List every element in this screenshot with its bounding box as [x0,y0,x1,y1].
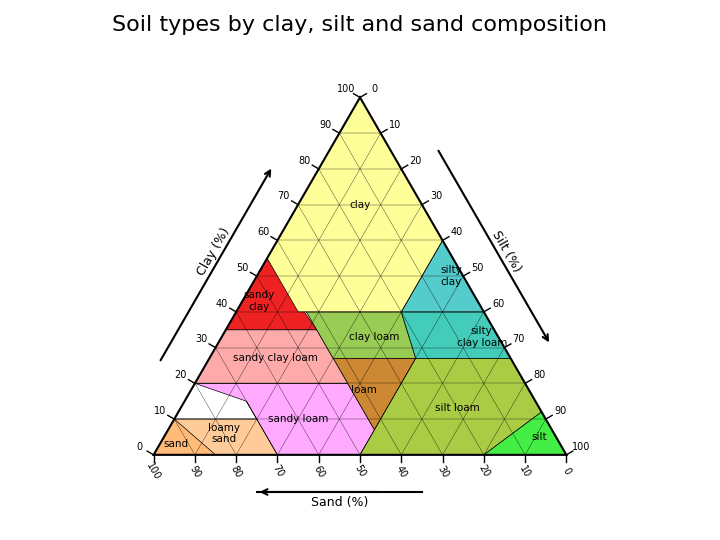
Text: 0: 0 [136,442,143,451]
Text: silt: silt [532,432,547,442]
Polygon shape [360,359,541,455]
Polygon shape [153,419,257,455]
Polygon shape [484,412,567,455]
Text: silt loam: silt loam [435,403,480,414]
Text: silty
clay loam: silty clay loam [456,326,507,348]
Polygon shape [401,312,510,359]
Text: 40: 40 [216,299,228,308]
Text: 90: 90 [319,120,331,130]
Text: 40: 40 [394,463,409,479]
Text: 100: 100 [572,442,590,451]
Text: 20: 20 [174,370,186,380]
Polygon shape [306,312,415,359]
Text: 0: 0 [560,466,572,476]
Text: sand: sand [163,439,189,449]
Text: 20: 20 [477,463,491,479]
Polygon shape [333,359,415,430]
Text: sandy
clay: sandy clay [243,291,274,312]
Text: 80: 80 [229,463,243,479]
Text: clay: clay [349,200,371,210]
Polygon shape [195,330,348,383]
Text: 100: 100 [145,461,163,482]
Text: 30: 30 [430,191,442,201]
Text: 70: 70 [513,334,525,345]
Text: loamy
sand: loamy sand [208,423,240,444]
Text: 0: 0 [372,84,377,94]
Text: Sand (%): Sand (%) [310,496,368,509]
Text: 50: 50 [472,263,484,273]
Text: sandy clay loam: sandy clay loam [233,353,318,363]
Polygon shape [226,258,317,330]
Text: 70: 70 [278,191,290,201]
Text: 20: 20 [410,156,422,166]
Text: sandy loam: sandy loam [268,414,328,424]
Text: 30: 30 [195,334,207,345]
Text: 70: 70 [270,463,285,479]
Text: 30: 30 [435,463,450,479]
Text: 60: 60 [257,227,269,237]
Text: loam: loam [351,386,377,395]
Text: 60: 60 [492,299,504,308]
Text: 10: 10 [154,406,166,416]
Polygon shape [267,97,443,312]
Text: 10: 10 [389,120,401,130]
Text: 60: 60 [311,463,326,479]
Text: 100: 100 [336,84,355,94]
Text: 90: 90 [187,463,202,479]
Text: Clay (%): Clay (%) [195,225,233,278]
Title: Soil types by clay, silt and sand composition: Soil types by clay, silt and sand compos… [112,15,608,35]
Text: 50: 50 [236,263,248,273]
Text: 50: 50 [353,463,367,479]
Polygon shape [174,401,277,455]
Text: 90: 90 [554,406,566,416]
Text: 80: 80 [298,156,310,166]
Polygon shape [195,383,374,455]
Text: clay loam: clay loam [349,332,400,342]
Text: 80: 80 [534,370,546,380]
Polygon shape [401,240,484,312]
Text: silty
clay: silty clay [440,265,462,287]
Text: 40: 40 [451,227,463,237]
Text: Silt (%): Silt (%) [489,228,523,274]
Text: 10: 10 [518,463,533,479]
